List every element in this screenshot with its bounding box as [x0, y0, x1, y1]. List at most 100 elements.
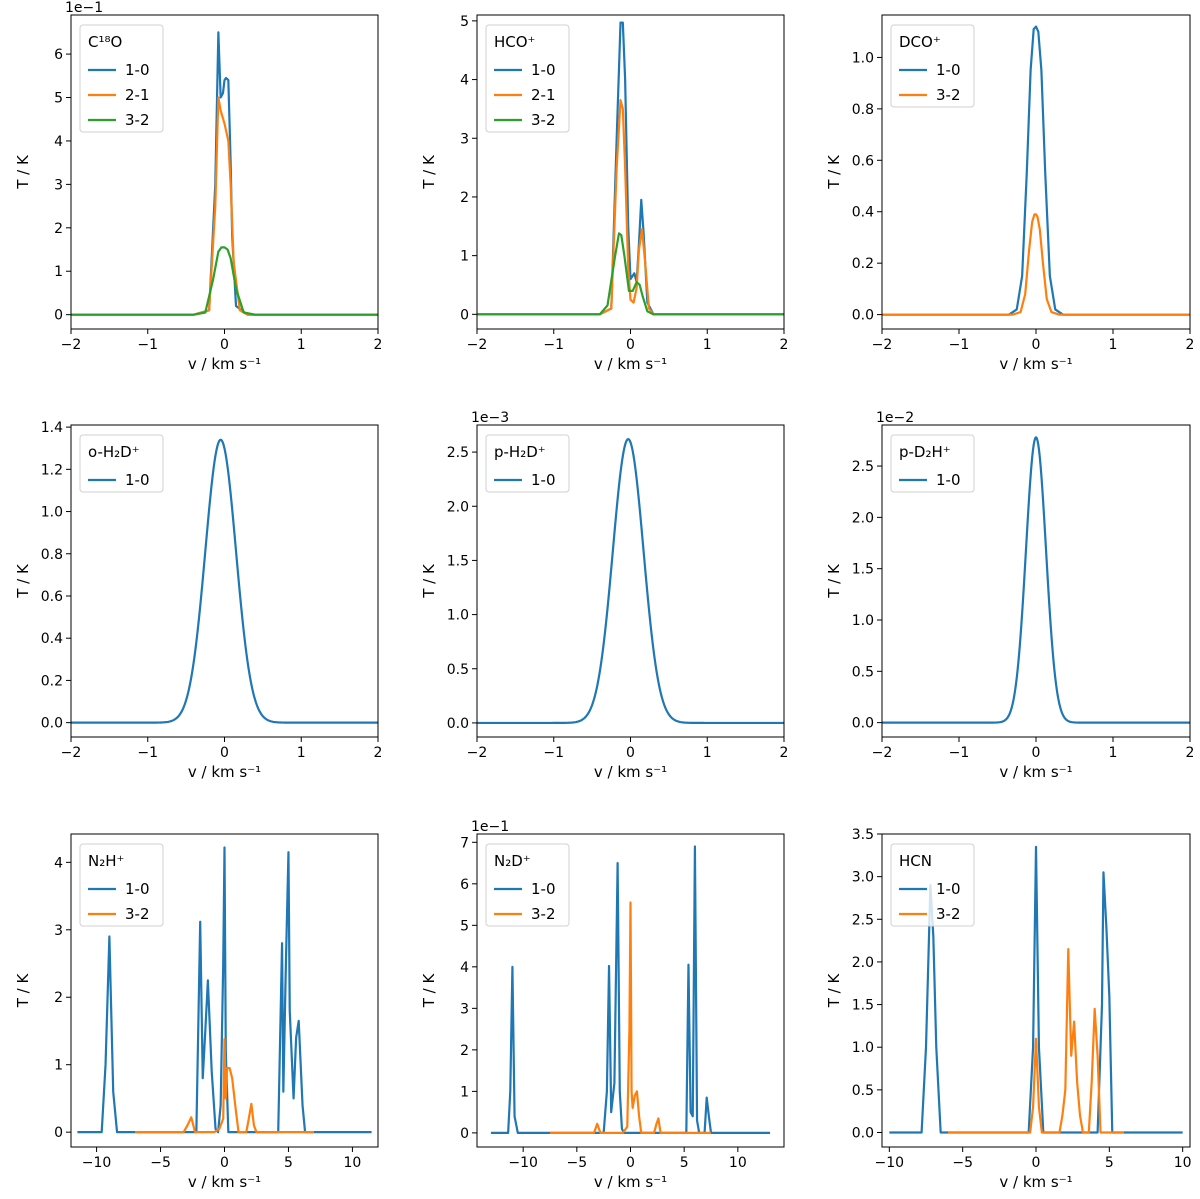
y-tick-label: 1.0	[852, 1040, 874, 1056]
series-line-3-2	[134, 1037, 315, 1134]
series-line-1-0	[71, 438, 378, 724]
y-tick-label: 0.5	[852, 1083, 874, 1099]
y-tick-label: 1.0	[852, 50, 874, 66]
x-axis-label: v / km s⁻¹	[188, 1173, 261, 1191]
offset-text: 1e−1	[65, 0, 103, 16]
y-tick-label: 4	[460, 960, 469, 976]
legend-title: p-D₂H⁺	[899, 443, 951, 461]
y-tick-label: 1	[54, 1058, 63, 1074]
y-tick-label: 0.0	[852, 716, 874, 732]
x-axis-label: v / km s⁻¹	[594, 355, 667, 373]
y-tick-label: 3	[54, 177, 63, 193]
series-line-3-2	[549, 901, 712, 1134]
y-axis-label: T / K	[825, 973, 843, 1009]
plot-area	[882, 25, 1190, 316]
y-axis-label: T / K	[14, 973, 32, 1009]
y-tick-label: 0.0	[852, 1126, 874, 1142]
y-tick-label: 0.5	[447, 662, 469, 678]
y-axis-label: T / K	[420, 973, 438, 1009]
y-tick-label: 5	[460, 14, 469, 30]
x-tick-label: 2	[780, 745, 789, 761]
x-tick-label: 0	[1032, 745, 1041, 761]
plot-area	[490, 845, 771, 1134]
y-tick-label: 2.5	[852, 912, 874, 928]
legend-label-1-0: 1-0	[125, 61, 150, 79]
y-tick-label: 1	[460, 1084, 469, 1100]
x-tick-label: 2	[374, 337, 383, 353]
chart-panel-n2d: −10 −5 0 5 10 0 1 2 3 4 5 6 7 v / km s⁻¹ T / K 1e−1 N₂D⁺…	[420, 819, 785, 1191]
legend-title: N₂D⁺	[494, 852, 531, 870]
x-tick-label: −2	[872, 337, 893, 353]
legend: p-D₂H⁺ 1-0	[890, 434, 975, 493]
legend-label-3-2: 3-2	[936, 86, 961, 104]
offset-text: 1e−2	[876, 410, 914, 426]
y-axis-label: T / K	[420, 563, 438, 599]
legend-label-1-0: 1-0	[936, 61, 961, 79]
legend-box	[485, 24, 570, 133]
y-tick-label: 0.2	[852, 256, 874, 272]
legend: N₂H⁺1-0 3-2	[79, 843, 164, 927]
series-line-1-0	[882, 436, 1190, 724]
legend-title: DCO⁺	[899, 33, 941, 51]
y-tick-label: 3	[54, 923, 63, 939]
offset-text: 1e−1	[471, 819, 509, 835]
y-axis-label: T / K	[825, 563, 843, 599]
x-tick-label: 1	[703, 745, 712, 761]
legend-box	[79, 434, 164, 493]
x-tick-label: −5	[952, 1155, 973, 1171]
y-tick-label: 2.0	[447, 499, 469, 515]
y-tick-label: 0	[460, 307, 469, 323]
y-axis-label: T / K	[420, 154, 438, 190]
x-tick-label: −10	[508, 1155, 538, 1171]
x-axis-label: v / km s⁻¹	[188, 355, 261, 373]
x-tick-label: 1	[297, 337, 306, 353]
x-tick-label: −5	[150, 1155, 171, 1171]
y-tick-label: 0.6	[41, 589, 63, 605]
series-line-3-2	[882, 213, 1190, 316]
y-tick-label: 0.0	[852, 308, 874, 324]
legend: p-H₂D⁺ 1-0	[485, 434, 570, 493]
y-tick-label: 5	[54, 91, 63, 107]
legend: DCO⁺ 1-0 3-2	[890, 24, 975, 108]
y-tick-label: 2.5	[852, 459, 874, 475]
x-tick-label: 0	[220, 745, 229, 761]
x-tick-label: −2	[61, 745, 82, 761]
x-tick-label: 0	[1032, 1155, 1041, 1171]
x-tick-label: 2	[1186, 337, 1195, 353]
x-axis-label: v / km s⁻¹	[594, 763, 667, 781]
y-tick-label: 2	[54, 221, 63, 237]
x-tick-label: 10	[729, 1155, 747, 1171]
legend: N₂D⁺1-0 3-2	[485, 843, 570, 927]
plot-area	[882, 436, 1190, 724]
y-tick-label: 0.8	[852, 102, 874, 118]
y-tick-label: 1.0	[852, 613, 874, 629]
legend-title: N₂H⁺	[88, 852, 124, 870]
legend-box	[79, 843, 164, 927]
chart-panel-n2h: −10 −5 0 5 10 0 1 2 3 4 v / km s⁻¹ T / K N₂H⁺1-0 3-2	[14, 833, 379, 1191]
y-tick-label: 0.0	[447, 716, 469, 732]
y-tick-label: 1.5	[852, 562, 874, 578]
legend-label-2-1: 2-1	[531, 86, 556, 104]
legend-box	[485, 434, 570, 493]
y-tick-label: 0.0	[41, 716, 63, 732]
y-tick-label: 4	[460, 73, 469, 89]
y-tick-label: 2	[54, 990, 63, 1006]
plot-area	[71, 438, 378, 724]
y-tick-label: 2.5	[447, 445, 469, 461]
legend-label-3-2: 3-2	[936, 905, 961, 923]
y-tick-label: 0.4	[852, 205, 874, 221]
chart-panel-oh2d: −2 −1 0 1 2 0.0 0.2 0.4 0.6 0.8 1.0 1.2 1.4 v / km s⁻…	[14, 420, 382, 781]
series-line-2-1	[477, 99, 784, 316]
legend-box	[890, 843, 975, 927]
legend: o-H₂D⁺ 1-0	[79, 434, 164, 493]
legend-label-3-2: 3-2	[531, 905, 556, 923]
legend-label-1-0: 1-0	[531, 61, 556, 79]
y-tick-label: 1.5	[447, 553, 469, 569]
y-tick-label: 0.5	[852, 664, 874, 680]
x-tick-label: 0	[220, 337, 229, 353]
legend-title: HCO⁺	[494, 33, 535, 51]
legend-label-3-2: 3-2	[125, 905, 150, 923]
